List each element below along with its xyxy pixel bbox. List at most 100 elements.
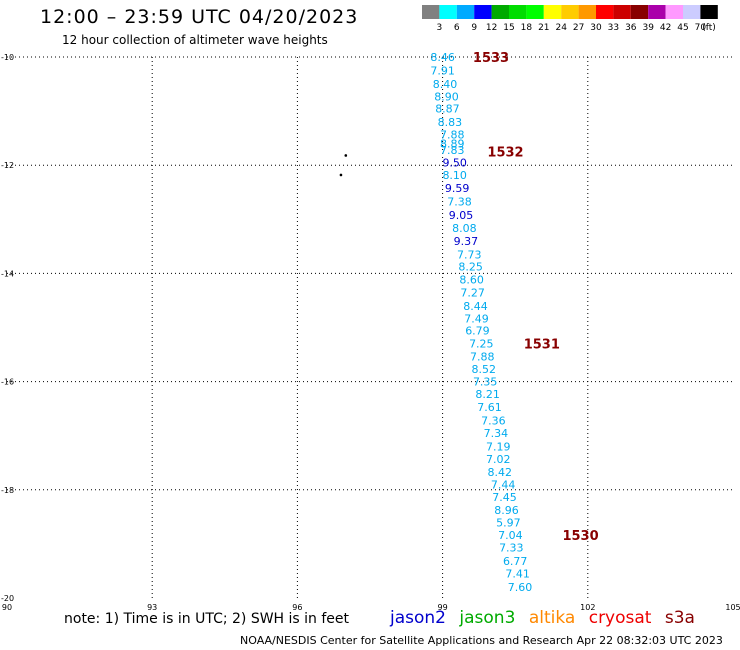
x-tick-label: 105 [725,603,740,610]
color-scale-label: 45 [677,23,688,33]
swh-value-label: 8.96 [494,504,519,517]
color-scale-label: 33 [608,23,619,33]
plot-area: 90 93 96 99 102 105 -10 -12 -14 -16 -18 -20 8.467.91… [1,51,740,610]
swh-value-label: 7.36 [481,415,506,428]
color-scale-label: 6 [454,23,460,33]
color-scale-label: 18 [521,23,533,33]
color-swatch [526,5,544,19]
mission-legend: jason2 jason3 altika cryosat s3a [390,608,703,628]
chart-subtitle: 12 hour collection of altimeter wave hei… [62,33,328,47]
swh-value-label: 8.89 [440,138,465,151]
swh-value-label: 7.91 [430,65,455,78]
color-scale-label: 36 [625,23,637,33]
time-label: 1533 [473,51,509,66]
legend-s3a: s3a [664,608,695,628]
legend-altika: altika [528,608,576,628]
legend-jason3: jason3 [459,608,516,628]
color-swatch [613,5,631,19]
color-swatch [422,5,440,19]
footer-credit: NOAA/NESDIS Center for Satellite Applica… [240,634,723,647]
color-swatch [439,5,457,19]
y-tick-label: -18 [1,486,14,495]
x-tick-label: 102 [580,603,595,610]
time-label: 1531 [524,338,560,353]
time-label: 1532 [487,146,523,161]
swh-value-label: 8.83 [438,116,463,129]
x-tick-label: 93 [147,603,157,610]
swh-value-label: 8.42 [487,466,512,479]
time-label: 1530 [562,529,598,544]
color-scale-label: 42 [660,23,671,33]
swh-value-label: 7.34 [484,427,509,440]
color-scale-label: 15 [503,23,514,33]
swh-value-label: 8.10 [442,169,467,182]
color-swatch [561,5,579,19]
y-tick-label: -16 [1,378,14,387]
x-tick-label: 99 [438,603,448,610]
color-scale-label: 3 [437,23,443,33]
swh-value-label: 7.27 [460,286,485,299]
swh-value-label: 8.40 [433,78,458,91]
swh-value-label: 8.60 [459,273,484,286]
swh-value-label: 9.59 [445,182,470,195]
x-tick-label: 96 [292,603,302,610]
swh-value-label: 6.79 [465,325,490,338]
color-scale-label: 21 [538,23,549,33]
y-tick-label: -20 [1,594,14,603]
swh-value-label: 7.41 [505,568,530,581]
swh-value-label: 7.19 [486,441,511,454]
island-mark [339,173,343,177]
x-tick-label: 90 [2,603,12,610]
color-swatch [648,5,666,19]
swh-value-label: 6.77 [503,555,528,568]
legend-cryosat: cryosat [588,608,652,628]
color-swatch [630,5,649,19]
color-swatch [683,5,701,19]
swh-value-label: 7.61 [477,401,502,414]
swh-value-label: 7.83 [440,144,465,157]
chart-title: 12:00 – 23:59 UTC 04/20/2023 [40,6,359,28]
color-scale-label: 12 [486,23,497,33]
swh-value-label: 7.88 [440,128,465,141]
swh-value-label: 7.88 [470,351,495,364]
swh-value-label: 5.97 [496,516,521,529]
color-scale-label: 30 [590,23,602,33]
y-tick-label: -14 [1,269,14,278]
color-scale-label: 24 [555,23,567,33]
y-tick-label: -10 [1,53,14,62]
swh-value-label: 8.08 [452,222,477,235]
swh-value-label: 7.33 [499,542,524,555]
color-scale-label: 70 [695,23,707,33]
legend-jason2: jason2 [390,608,446,628]
swh-value-label: 7.25 [469,338,494,351]
color-swatch [596,5,614,19]
color-swatch [509,5,527,19]
color-swatch [578,5,596,19]
color-scale-label: 39 [642,23,654,33]
swh-value-label: 9.05 [449,209,474,222]
color-scale-unit: (ft) [702,23,716,33]
color-swatch [665,5,683,19]
note-text: note: 1) Time is in UTC; 2) SWH is in fe… [64,611,350,627]
swh-value-label: 7.38 [447,195,472,208]
swh-value-label: 7.02 [486,453,511,466]
color-swatch [491,5,509,19]
swh-value-label: 8.21 [475,388,500,401]
swh-value-label: 7.35 [473,376,498,389]
color-swatch [456,5,475,19]
swh-value-label: 8.90 [434,90,459,103]
color-swatch [474,5,492,19]
color-scale-legend: 3 6 9 12 15 18 21 24 27 30 33 36 39 42 45 70(ft) [422,5,718,33]
swh-value-label: 8.87 [435,102,460,115]
color-scale-label: 9 [471,23,477,33]
swh-value-label: 7.49 [464,312,489,325]
color-scale-label: 27 [573,23,584,33]
swh-value-label: 7.73 [457,248,482,261]
swh-value-label: 9.50 [442,156,467,169]
color-swatch [700,5,718,19]
swh-value-label: 7.60 [508,581,533,594]
swh-value-label: 7.44 [491,478,516,491]
swh-value-label: 8.44 [463,300,488,313]
swh-value-label: 8.46 [430,51,455,64]
color-swatch [543,5,562,19]
